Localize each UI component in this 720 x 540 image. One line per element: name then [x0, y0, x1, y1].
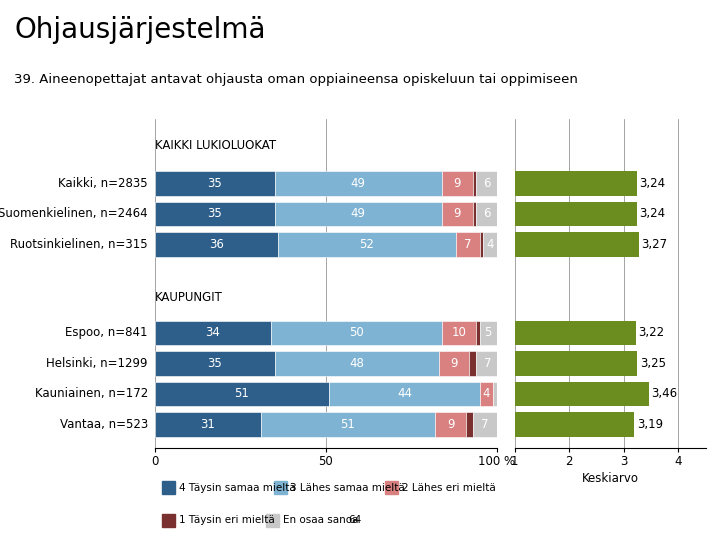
Bar — [442, 321, 477, 345]
Text: 3 Lähes samaa mieltä: 3 Lähes samaa mieltä — [290, 483, 405, 492]
Text: 3,46: 3,46 — [652, 387, 678, 400]
Bar — [442, 201, 473, 226]
Bar — [473, 171, 477, 195]
Bar — [515, 412, 634, 437]
Text: 1 Täysin eri mieltä: 1 Täysin eri mieltä — [179, 515, 274, 525]
Text: 10: 10 — [451, 326, 467, 339]
Text: Helsinki, n=1299: Helsinki, n=1299 — [47, 357, 148, 370]
Bar — [274, 201, 442, 226]
Text: 51: 51 — [235, 387, 249, 400]
Text: 4 Täysin samaa mieltä: 4 Täysin samaa mieltä — [179, 483, 295, 492]
Text: KAIKKI LUKIOLUOKAT: KAIKKI LUKIOLUOKAT — [155, 139, 276, 152]
Text: 7: 7 — [481, 418, 489, 431]
Text: 34: 34 — [205, 326, 220, 339]
Bar — [469, 351, 476, 375]
Text: 36: 36 — [209, 238, 224, 251]
Bar — [155, 351, 274, 375]
Bar — [515, 171, 637, 195]
Text: 3,24: 3,24 — [639, 177, 666, 190]
Text: 3,24: 3,24 — [639, 207, 666, 220]
Bar — [438, 351, 469, 375]
Bar — [477, 171, 497, 195]
Text: 31: 31 — [200, 418, 215, 431]
Text: Suomenkielinen, n=2464: Suomenkielinen, n=2464 — [0, 207, 148, 220]
Text: 3,27: 3,27 — [642, 238, 667, 251]
Bar — [466, 412, 473, 437]
Bar — [493, 382, 497, 406]
Text: 5: 5 — [485, 326, 492, 339]
Text: 35: 35 — [207, 177, 222, 190]
Text: 3,22: 3,22 — [639, 326, 665, 339]
Text: KAUPUNGIT: KAUPUNGIT — [155, 291, 222, 303]
Text: 50: 50 — [349, 326, 364, 339]
Text: 9: 9 — [454, 207, 462, 220]
Text: 64: 64 — [348, 515, 361, 525]
Text: 6: 6 — [483, 207, 490, 220]
Text: 7: 7 — [464, 238, 472, 251]
Text: 2 Lähes eri mieltä: 2 Lähes eri mieltä — [402, 483, 495, 492]
Bar — [473, 201, 477, 226]
Bar — [477, 351, 500, 375]
Text: 44: 44 — [397, 387, 412, 400]
Bar — [480, 321, 497, 345]
Text: En osaa sanoa: En osaa sanoa — [283, 515, 359, 525]
Text: 35: 35 — [207, 357, 222, 370]
Bar — [435, 412, 466, 437]
Text: 35: 35 — [207, 207, 222, 220]
Bar — [480, 382, 493, 406]
Bar — [483, 232, 497, 256]
Text: 51: 51 — [341, 418, 356, 431]
Text: 3,19: 3,19 — [637, 418, 663, 431]
Text: 52: 52 — [359, 238, 374, 251]
Bar — [456, 232, 480, 256]
Text: 6: 6 — [483, 177, 490, 190]
Text: 9: 9 — [447, 418, 454, 431]
Bar — [274, 171, 442, 195]
Bar — [515, 321, 636, 345]
Text: 9: 9 — [454, 177, 462, 190]
Bar — [515, 201, 637, 226]
Text: 39. Aineenopettajat antavat ohjausta oman oppiaineensa opiskeluun tai oppimiseen: 39. Aineenopettajat antavat ohjausta oma… — [14, 73, 578, 86]
Bar — [155, 321, 271, 345]
Bar — [477, 201, 497, 226]
Bar — [274, 351, 438, 375]
Text: Espoo, n=841: Espoo, n=841 — [66, 326, 148, 339]
Bar — [515, 232, 639, 256]
Text: 4: 4 — [483, 387, 490, 400]
Text: Vantaa, n=523: Vantaa, n=523 — [60, 418, 148, 431]
Bar — [278, 232, 456, 256]
Bar — [515, 351, 637, 375]
Bar — [261, 412, 435, 437]
X-axis label: Keskiarvo: Keskiarvo — [582, 472, 639, 485]
Bar — [155, 382, 329, 406]
Text: 4: 4 — [486, 238, 494, 251]
Text: Ruotsinkielinen, n=315: Ruotsinkielinen, n=315 — [10, 238, 148, 251]
Text: 49: 49 — [351, 207, 366, 220]
Bar — [473, 412, 497, 437]
Bar — [155, 201, 274, 226]
Bar — [480, 232, 483, 256]
Text: Kaikki, n=2835: Kaikki, n=2835 — [58, 177, 148, 190]
Text: 7: 7 — [485, 357, 492, 370]
Text: 9: 9 — [450, 357, 458, 370]
Bar — [271, 321, 442, 345]
Text: 3,25: 3,25 — [640, 357, 666, 370]
Text: Kauniainen, n=172: Kauniainen, n=172 — [35, 387, 148, 400]
Bar — [329, 382, 480, 406]
Bar — [155, 232, 278, 256]
Bar — [477, 321, 480, 345]
Bar — [442, 171, 473, 195]
Text: 49: 49 — [351, 177, 366, 190]
Bar — [155, 171, 274, 195]
Bar — [155, 412, 261, 437]
Text: Ohjausjärjestelmä: Ohjausjärjestelmä — [14, 16, 266, 44]
Text: 48: 48 — [349, 357, 364, 370]
Bar — [515, 382, 649, 406]
